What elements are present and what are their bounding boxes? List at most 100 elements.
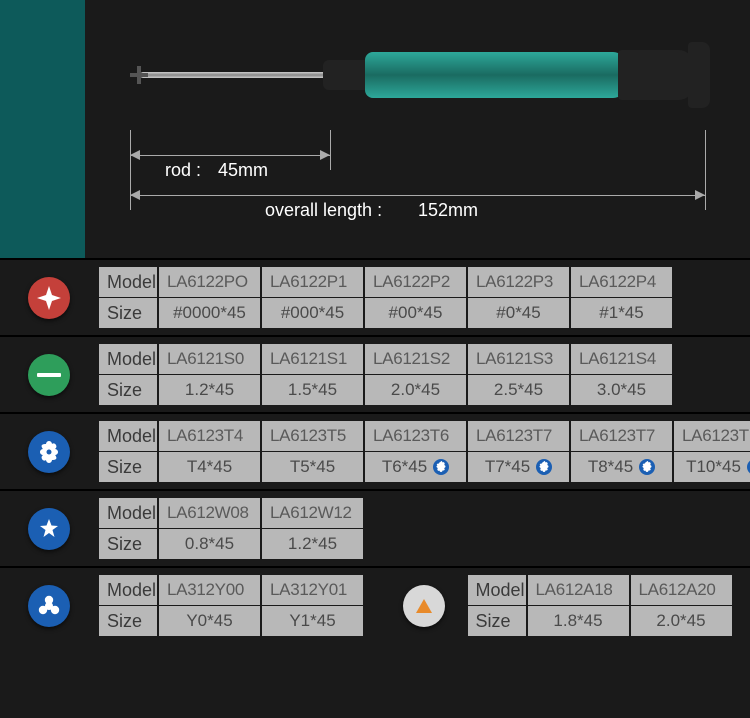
model-value: LA6122P4 [571, 267, 672, 297]
spec-column: LA6122P3#0*45 [467, 266, 570, 329]
spec-column: LA6122PO#0000*45 [158, 266, 261, 329]
label-model: Model [468, 575, 526, 605]
model-value: LA6122P2 [365, 267, 466, 297]
triangle-icon [403, 585, 445, 627]
torx-columns: LA6123T4T4*45LA6123T5T5*45LA6123T6T6*45L… [158, 420, 750, 483]
label-model: Model [99, 267, 157, 297]
size-value: T4*45 [159, 452, 260, 482]
accent-strip [0, 0, 85, 258]
spec-row-phillips: Model Size LA6122PO#0000*45LA6122P1#000*… [0, 258, 750, 335]
spec-column: LA6121S32.5*45 [467, 343, 570, 406]
tripoint-columns: LA312Y00Y0*45LA312Y01Y1*45 [158, 574, 382, 637]
size-value: T5*45 [262, 452, 363, 482]
model-value: LA6121S0 [159, 344, 260, 374]
size-value: 0.8*45 [159, 529, 260, 559]
model-value: LA6123T7 [571, 421, 672, 451]
screwdriver-illustration [100, 30, 750, 120]
size-value: 1.2*45 [262, 529, 363, 559]
size-value: #0*45 [468, 298, 569, 328]
pentalobe-columns: LA612W080.8*45LA612W121.2*45 [158, 497, 750, 560]
phillips-icon [28, 277, 70, 319]
label-size: Size [99, 375, 157, 405]
model-value: LA6121S1 [262, 344, 363, 374]
triangle-columns: LA612A181.8*45LA612A202.0*45 [527, 574, 750, 637]
hero-section: rod : 45mm overall length : 152mm [0, 0, 750, 258]
label-size: Size [99, 529, 157, 559]
spec-column: LA6122P2#00*45 [364, 266, 467, 329]
spec-column: LA6122P1#000*45 [261, 266, 364, 329]
size-value: T8*45 [571, 452, 672, 482]
size-value: 2.0*45 [365, 375, 466, 405]
size-value: T7*45 [468, 452, 569, 482]
slotted-columns: LA6121S01.2*45LA6121S11.5*45LA6121S22.0*… [158, 343, 750, 406]
spec-column: LA6122P4#1*45 [570, 266, 673, 329]
model-value: LA6123T4 [159, 421, 260, 451]
product-spec-panel: rod : 45mm overall length : 152mm Model … [0, 0, 750, 643]
spec-column: LA6121S43.0*45 [570, 343, 673, 406]
size-value: Y0*45 [159, 606, 260, 636]
size-value: 3.0*45 [571, 375, 672, 405]
rod-label: rod : [165, 160, 201, 181]
model-value: LA6123T6 [365, 421, 466, 451]
rod-value: 45mm [218, 160, 268, 181]
model-value: LA612W12 [262, 498, 363, 528]
tripoint-icon [28, 585, 70, 627]
model-value: LA612A20 [631, 575, 732, 605]
model-value: LA312Y01 [262, 575, 363, 605]
overall-label: overall length : [265, 200, 382, 221]
phillips-columns: LA6122PO#0000*45LA6122P1#000*45LA6122P2#… [158, 266, 750, 329]
model-value: LA612A18 [528, 575, 629, 605]
model-value: LA6122PO [159, 267, 260, 297]
size-value: 1.5*45 [262, 375, 363, 405]
label-size: Size [468, 606, 526, 636]
size-value: T6*45 [365, 452, 466, 482]
model-value: LA6123T [674, 421, 750, 451]
model-value: LA6121S3 [468, 344, 569, 374]
spec-column: LA612A181.8*45 [527, 574, 630, 637]
overall-value: 152mm [418, 200, 478, 221]
pentalobe-icon [28, 508, 70, 550]
size-value: #0000*45 [159, 298, 260, 328]
size-value: 2.0*45 [631, 606, 732, 636]
model-value: LA6121S4 [571, 344, 672, 374]
size-value: #00*45 [365, 298, 466, 328]
size-value: Y1*45 [262, 606, 363, 636]
size-value: 1.2*45 [159, 375, 260, 405]
spec-column: LA612A202.0*45 [630, 574, 733, 637]
spec-column: LA6121S22.0*45 [364, 343, 467, 406]
size-value: #000*45 [262, 298, 363, 328]
spec-row-slotted: Model Size LA6121S01.2*45LA6121S11.5*45L… [0, 335, 750, 412]
model-value: LA6122P1 [262, 267, 363, 297]
spec-row-torx: Model Size LA6123T4T4*45LA6123T5T5*45LA6… [0, 412, 750, 489]
spec-row-pentalobe: Model Size LA612W080.8*45LA612W121.2*45 [0, 489, 750, 566]
spec-column: LA312Y01Y1*45 [261, 574, 364, 637]
size-value: 2.5*45 [468, 375, 569, 405]
spec-column: LA6123T5T5*45 [261, 420, 364, 483]
slotted-icon [28, 354, 70, 396]
model-value: LA6122P3 [468, 267, 569, 297]
model-value: LA612W08 [159, 498, 260, 528]
spec-column: LA612W080.8*45 [158, 497, 261, 560]
label-size: Size [99, 452, 157, 482]
label-model: Model [99, 344, 157, 374]
size-value: #1*45 [571, 298, 672, 328]
model-value: LA6121S2 [365, 344, 466, 374]
spec-column: LA6123T7T8*45 [570, 420, 673, 483]
spec-column: LA6123T4T4*45 [158, 420, 261, 483]
spec-column: LA312Y00Y0*45 [158, 574, 261, 637]
spec-column: LA6121S11.5*45 [261, 343, 364, 406]
size-value: 1.8*45 [528, 606, 629, 636]
label-size: Size [99, 606, 157, 636]
spec-column: LA612W121.2*45 [261, 497, 364, 560]
spec-row-tripoint: Model Size LA312Y00Y0*45LA312Y01Y1*45 Mo… [0, 566, 750, 643]
spec-column: LA6123TT10*45 [673, 420, 750, 483]
spec-column: LA6123T7T7*45 [467, 420, 570, 483]
torx-icon [28, 431, 70, 473]
model-value: LA312Y00 [159, 575, 260, 605]
label-size: Size [99, 298, 157, 328]
spec-column: LA6121S01.2*45 [158, 343, 261, 406]
size-value: T10*45 [674, 452, 750, 482]
model-value: LA6123T5 [262, 421, 363, 451]
label-model: Model [99, 498, 157, 528]
model-value: LA6123T7 [468, 421, 569, 451]
